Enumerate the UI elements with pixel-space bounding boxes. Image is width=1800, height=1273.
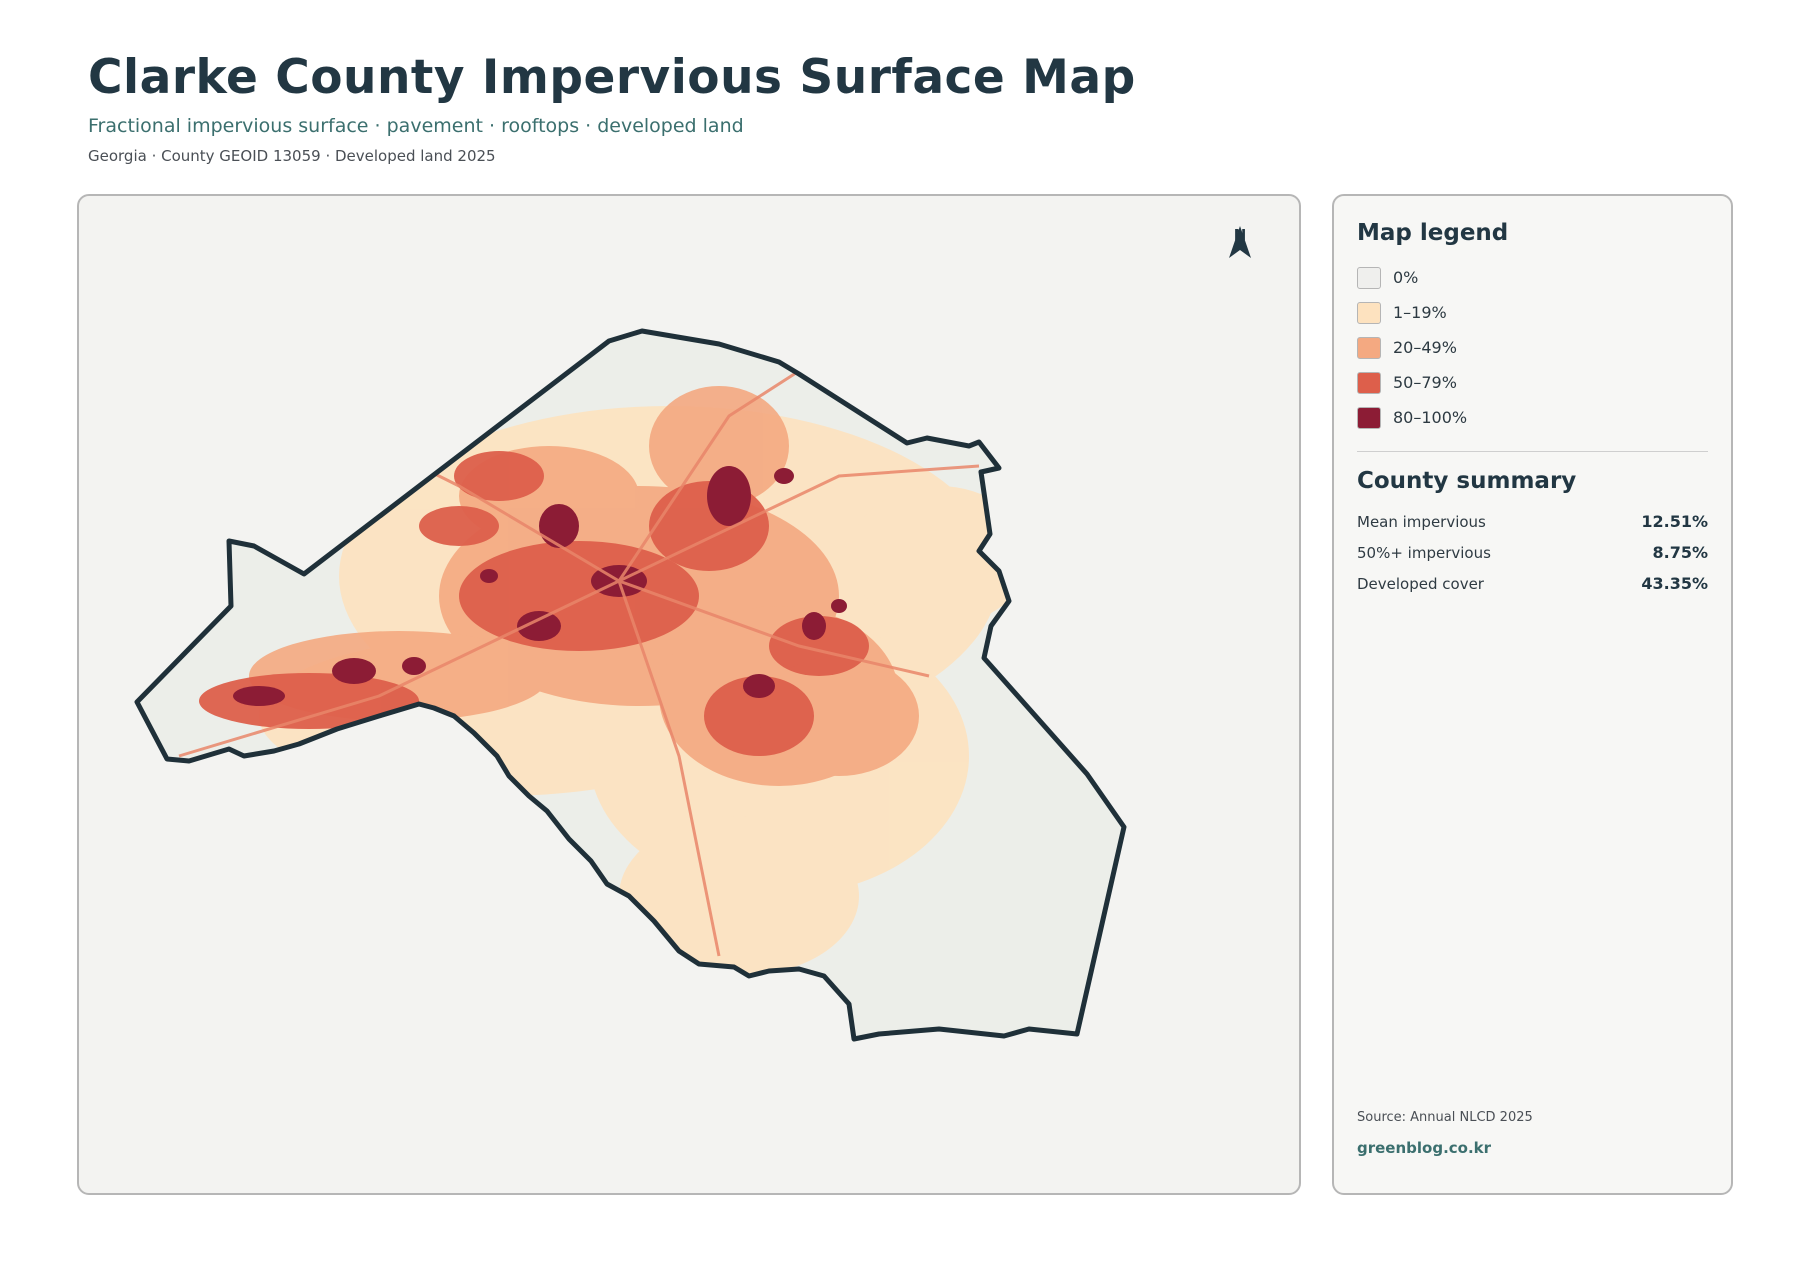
side-panel: Map legend 0% 1–19% 20–49% 50–79% 80–100% Co…	[1332, 194, 1733, 1195]
north-arrow-icon	[1229, 226, 1251, 258]
stat-label: 50%+ impervious	[1357, 543, 1491, 562]
summary-stat-row: Mean impervious 12.51%	[1357, 506, 1708, 537]
legend-item: 1–19%	[1357, 295, 1708, 330]
legend-label: 1–19%	[1393, 303, 1447, 322]
page-title: Clarke County Impervious Surface Map	[88, 50, 1136, 105]
impervious-raster	[178, 369, 1029, 976]
stat-value: 43.35%	[1641, 574, 1708, 593]
summary-stat-row: 50%+ impervious 8.75%	[1357, 537, 1708, 568]
panel-divider	[1357, 451, 1708, 452]
legend-list: 0% 1–19% 20–49% 50–79% 80–100%	[1357, 260, 1708, 435]
legend-swatch	[1357, 336, 1381, 359]
stat-value: 12.51%	[1641, 512, 1708, 531]
legend-item: 80–100%	[1357, 400, 1708, 435]
county-boundary	[134, 328, 1127, 1042]
county-map[interactable]	[79, 196, 1301, 1195]
north-arrow: N	[1225, 224, 1255, 258]
summary-stat-row: Developed cover 43.35%	[1357, 568, 1708, 599]
legend-swatch	[1357, 371, 1381, 394]
credit-link[interactable]: greenblog.co.kr	[1357, 1139, 1492, 1157]
stat-value: 8.75%	[1652, 543, 1708, 562]
page-subtitle: Fractional impervious surface · pavement…	[88, 115, 744, 137]
summary-stats: Mean impervious 12.51% 50%+ impervious 8.75…	[1357, 506, 1708, 599]
legend-title: Map legend	[1357, 220, 1509, 246]
legend-swatch	[1357, 301, 1381, 324]
legend-label: 80–100%	[1393, 408, 1468, 427]
legend-label: 50–79%	[1393, 373, 1457, 392]
legend-item: 20–49%	[1357, 330, 1708, 365]
page-meta: Georgia · County GEOID 13059 · Developed…	[88, 147, 496, 165]
map-panel[interactable]: N	[77, 194, 1301, 1195]
source-text: Source: Annual NLCD 2025	[1357, 1110, 1533, 1125]
legend-item: 0%	[1357, 260, 1708, 295]
summary-title: County summary	[1357, 468, 1577, 494]
legend-swatch	[1357, 406, 1381, 429]
header: Clarke County Impervious Surface Map Fra…	[88, 50, 1388, 166]
stat-label: Mean impervious	[1357, 512, 1486, 531]
legend-label: 0%	[1393, 268, 1419, 287]
legend-item: 50–79%	[1357, 365, 1708, 400]
stat-label: Developed cover	[1357, 574, 1484, 593]
legend-label: 20–49%	[1393, 338, 1457, 357]
legend-swatch	[1357, 266, 1381, 289]
